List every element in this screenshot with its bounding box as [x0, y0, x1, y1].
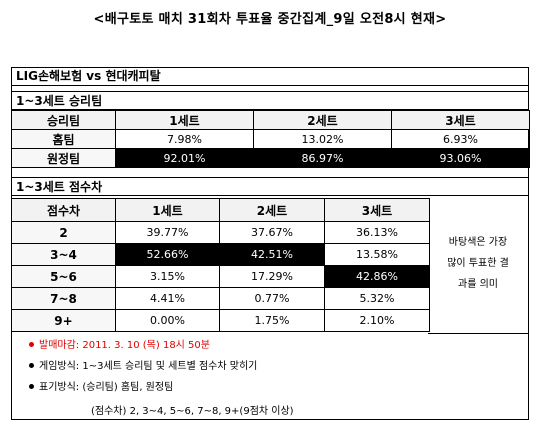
- highlight-cell: 92.01%: [115, 148, 254, 168]
- bullet-icon: [29, 384, 34, 389]
- col-header: 2세트: [253, 110, 392, 130]
- col-header: 1세트: [115, 110, 254, 130]
- legend-note-line: 과를 의미: [458, 279, 498, 290]
- value-cell: 6.93%: [391, 129, 530, 149]
- bullet-icon: [29, 363, 34, 368]
- value-cell: 5.32%: [324, 287, 430, 310]
- row-label: 5~6: [11, 265, 116, 288]
- value-cell: 13.58%: [324, 243, 430, 266]
- highlight-cell: 42.86%: [324, 265, 430, 288]
- section1-heading: 1~3세트 승리팀: [11, 91, 529, 110]
- notation-text: 표기방식: (승리팀) 홈팀, 원정팀: [39, 382, 174, 393]
- value-cell: 0.77%: [219, 287, 325, 310]
- value-cell: 2.10%: [324, 309, 430, 332]
- value-cell: 1.75%: [219, 309, 325, 332]
- value-cell: 4.41%: [115, 287, 220, 310]
- value-cell: 7.98%: [115, 129, 254, 149]
- deadline-text: 발매마감: 2011. 3. 10 (목) 18시 50분: [39, 340, 210, 351]
- score-notation-text: (점수차) 2, 3~4, 5~6, 7~8, 9+(9점차 이상): [91, 406, 294, 417]
- game-method-text: 게임방식: 1~3세트 승리팀 및 세트별 점수차 맞히기: [39, 361, 258, 372]
- value-cell: 17.29%: [219, 265, 325, 288]
- match-title: LIG손해보험 vs 현대캐피탈: [11, 67, 529, 86]
- legend-note-line: 많이 투표한 결: [447, 258, 509, 269]
- value-cell: 36.13%: [324, 221, 430, 244]
- col-header: 1세트: [115, 198, 220, 222]
- bullet-icon: [29, 342, 34, 347]
- value-cell: 13.02%: [253, 129, 392, 149]
- footnotes: 발매마감: 2011. 3. 10 (목) 18시 50분 게임방식: 1~3세…: [11, 334, 529, 420]
- row-label: 2: [11, 221, 116, 244]
- winner-table: 승리팀 1세트 2세트 3세트 홈팀 7.98% 13.02% 6.93% 원정…: [11, 110, 530, 168]
- value-cell: 3.15%: [115, 265, 220, 288]
- col-header: 3세트: [391, 110, 530, 130]
- highlight-cell: 86.97%: [253, 148, 392, 168]
- section2-heading: 1~3세트 점수차: [11, 177, 529, 196]
- col-header: 2세트: [219, 198, 325, 222]
- highlight-cell: 93.06%: [391, 148, 530, 168]
- col-header: 점수차: [11, 198, 116, 222]
- row-label: 9+: [11, 309, 116, 332]
- col-header: 승리팀: [11, 110, 116, 130]
- row-label: 3~4: [11, 243, 116, 266]
- legend-note-line: 바탕색은 가장: [448, 237, 508, 248]
- col-header: 3세트: [324, 198, 430, 222]
- row-label: 원정팀: [11, 148, 116, 168]
- value-cell: 39.77%: [115, 221, 220, 244]
- highlight-cell: 42.51%: [219, 243, 325, 266]
- row-label: 7~8: [11, 287, 116, 310]
- value-cell: 0.00%: [115, 309, 220, 332]
- legend-note-box: 바탕색은 가장 많이 투표한 결 과를 의미: [428, 198, 529, 334]
- page-title: <배구토토 매치 31회차 투표율 중간집계_9일 오전8시 현재>: [93, 12, 447, 27]
- value-cell: 37.67%: [219, 221, 325, 244]
- score-table: 점수차 1세트 2세트 3세트 2 39.77% 37.67% 36.13% 3…: [11, 198, 430, 332]
- row-label: 홈팀: [11, 129, 116, 149]
- highlight-cell: 52.66%: [115, 243, 220, 266]
